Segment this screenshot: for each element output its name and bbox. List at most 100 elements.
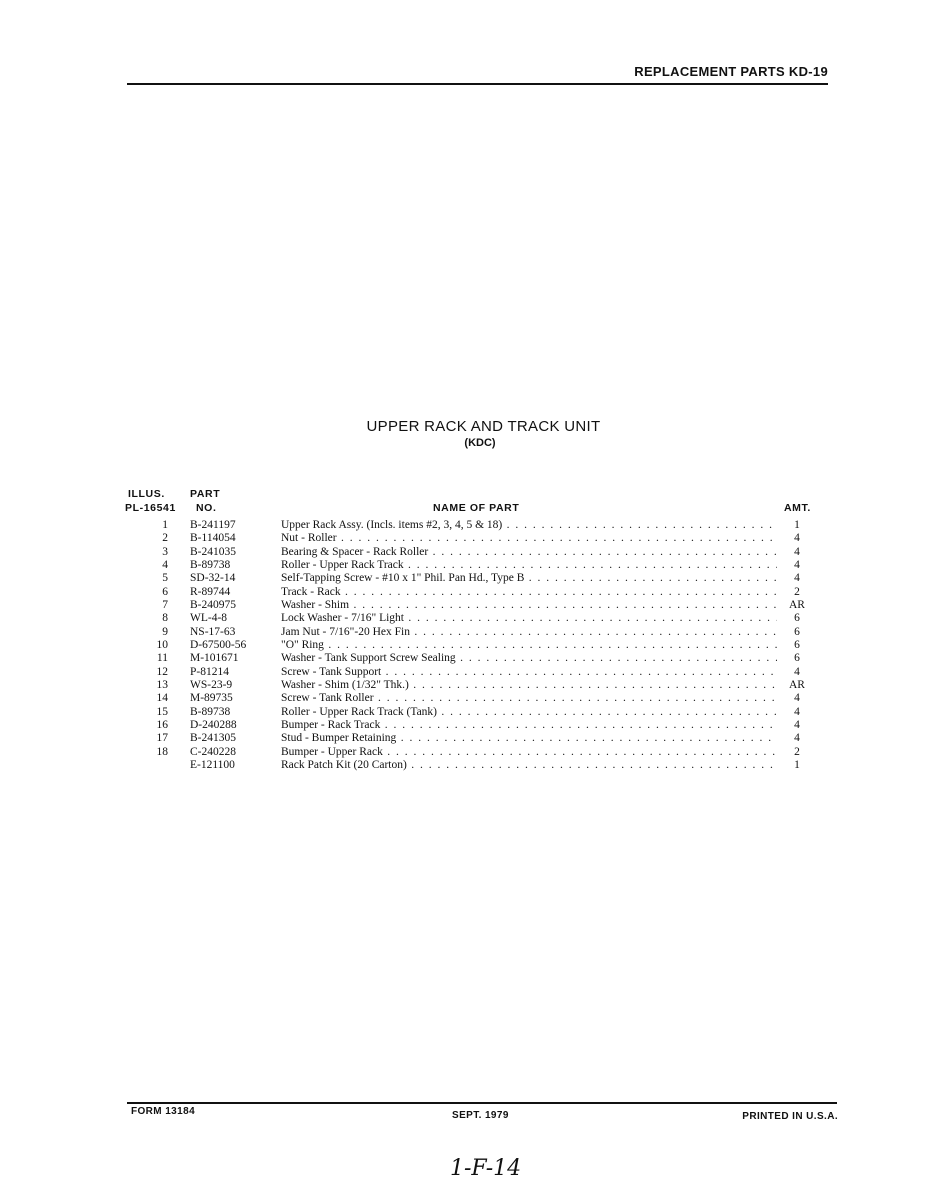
table-row: 17 B-241305 Stud - Bumper Retaining 4 — [120, 732, 820, 745]
table-row: 2 B-114054 Nut - Roller 4 — [120, 532, 820, 545]
part-name: Bearing & Spacer - Rack Roller — [281, 546, 777, 559]
part-number: WL-4-8 — [190, 612, 228, 625]
table-row: 12 P-81214 Screw - Tank Support 4 — [120, 666, 820, 679]
table-row: 7 B-240975 Washer - Shim AR — [120, 599, 820, 612]
table-row: E-121100 Rack Patch Kit (20 Carton) 1 — [120, 759, 820, 772]
part-number: C-240228 — [190, 745, 236, 758]
amount: 6 — [794, 612, 800, 625]
part-number: B-240975 — [190, 598, 236, 611]
part-number: NS-17-63 — [190, 625, 236, 638]
part-name: Washer - Shim — [281, 599, 777, 612]
part-number: P-81214 — [190, 665, 229, 678]
illus-number: 11 — [156, 652, 168, 665]
amount: 4 — [794, 732, 800, 745]
amount: 1 — [794, 519, 800, 531]
illus-number: 16 — [156, 718, 169, 731]
part-name: Track - Rack — [281, 586, 777, 599]
part-number: B-241197 — [190, 519, 236, 531]
part-name: Jam Nut - 7/16"-20 Hex Fin — [281, 626, 777, 639]
part-name: Bumper - Rack Track — [281, 719, 777, 732]
header-rule — [127, 83, 828, 85]
illus-number: 7 — [162, 598, 168, 611]
illus-number: 9 — [162, 625, 168, 638]
amount: AR — [789, 678, 805, 691]
part-name: Lock Washer - 7/16" Light — [281, 612, 777, 625]
illus-number: 2 — [162, 532, 168, 545]
col-amt-header: AMT. — [784, 502, 811, 514]
table-row: 1 B-241197 Upper Rack Assy. (Incls. items … — [120, 519, 820, 532]
table-row: 14 M-89735 Screw - Tank Roller 4 — [120, 692, 820, 705]
col-illus-header-1: ILLUS. — [128, 488, 165, 500]
table-row: 5 SD-32-14 Self-Tapping Screw - #10 x 1" P… — [120, 572, 820, 585]
part-number: E-121100 — [190, 758, 235, 771]
illus-number: 6 — [162, 585, 168, 598]
table-row: 16 D-240288 Bumper - Rack Track 4 — [120, 719, 820, 732]
part-number: B-89738 — [190, 558, 231, 571]
col-illus-header-2: PL-16541 — [125, 502, 176, 514]
table-row: 10 D-67500-56 "O" Ring 6 — [120, 639, 820, 652]
table-row: 9 NS-17-63 Jam Nut - 7/16"-20 Hex Fin 6 — [120, 626, 820, 639]
table-row: 6 R-89744 Track - Rack 2 — [120, 586, 820, 599]
illus-number: 18 — [156, 745, 169, 758]
col-part-header-2: NO. — [196, 502, 217, 514]
table-row: 3 B-241035 Bearing & Spacer - Rack Roller 4 — [120, 546, 820, 559]
amount: 6 — [794, 625, 800, 638]
col-name-header: NAME OF PART — [433, 502, 520, 514]
amount: 4 — [794, 558, 800, 571]
part-name: Roller - Upper Rack Track — [281, 559, 777, 572]
amount: AR — [789, 598, 805, 611]
part-name: Stud - Bumper Retaining — [281, 732, 777, 745]
amount: 1 — [794, 758, 800, 771]
table-row: 11 M-101671 Washer - Tank Support Screw Se… — [120, 652, 820, 665]
part-number: B-241035 — [190, 545, 236, 558]
illus-number: 13 — [156, 678, 169, 691]
amount: 2 — [794, 745, 800, 758]
amount: 4 — [794, 705, 800, 718]
table-row: 13 WS-23-9 Washer - Shim (1/32" Thk.) AR — [120, 679, 820, 692]
amount: 4 — [794, 572, 800, 585]
part-name: Rack Patch Kit (20 Carton) — [281, 759, 777, 772]
part-number: D-67500-56 — [190, 638, 247, 651]
footer-rule — [127, 1102, 837, 1104]
amount: 6 — [794, 638, 800, 651]
amount: 6 — [794, 652, 800, 665]
illus-number: 15 — [156, 705, 169, 718]
footer-form: FORM 13184 — [131, 1106, 196, 1117]
part-number: SD-32-14 — [190, 572, 236, 585]
col-part-header-1: PART — [190, 488, 221, 500]
illus-number: 4 — [162, 558, 168, 571]
page-title: UPPER RACK AND TRACK UNIT — [366, 418, 601, 435]
illus-number: 17 — [156, 732, 169, 745]
handwritten-note: 1-F-14 — [450, 1156, 522, 1181]
illus-number: 3 — [162, 545, 168, 558]
illus-number: 12 — [156, 665, 169, 678]
part-number: B-114054 — [190, 532, 236, 545]
illus-number: 1 — [162, 519, 168, 531]
footer-printed: PRINTED IN U.S.A. — [742, 1111, 838, 1122]
part-number: M-89735 — [190, 692, 233, 705]
amount: 4 — [794, 718, 800, 731]
part-number: D-240288 — [190, 718, 237, 731]
part-name: Bumper - Upper Rack — [281, 746, 777, 759]
illus-number: 14 — [156, 692, 169, 705]
part-name: Screw - Tank Support — [281, 666, 777, 679]
parts-table: 1 B-241197 Upper Rack Assy. (Incls. items … — [120, 519, 820, 772]
part-number: B-89738 — [190, 705, 231, 718]
part-number: B-241305 — [190, 732, 236, 745]
part-name: Nut - Roller — [281, 532, 777, 545]
table-row: 15 B-89738 Roller - Upper Rack Track (Tank… — [120, 706, 820, 719]
amount: 4 — [794, 692, 800, 705]
illus-number: 8 — [162, 612, 168, 625]
part-name: Upper Rack Assy. (Incls. items #2, 3, 4,… — [281, 519, 777, 532]
part-name: Washer - Tank Support Screw Sealing — [281, 652, 777, 665]
part-name: Self-Tapping Screw - #10 x 1" Phil. Pan … — [281, 572, 777, 585]
amount: 4 — [794, 665, 800, 678]
part-number: R-89744 — [190, 585, 231, 598]
part-name: "O" Ring — [281, 639, 777, 652]
table-row: 18 C-240228 Bumper - Upper Rack 2 — [120, 746, 820, 759]
part-name: Roller - Upper Rack Track (Tank) — [281, 706, 777, 719]
amount: 4 — [794, 532, 800, 545]
illus-number: 10 — [156, 638, 169, 651]
amount: 2 — [794, 585, 800, 598]
